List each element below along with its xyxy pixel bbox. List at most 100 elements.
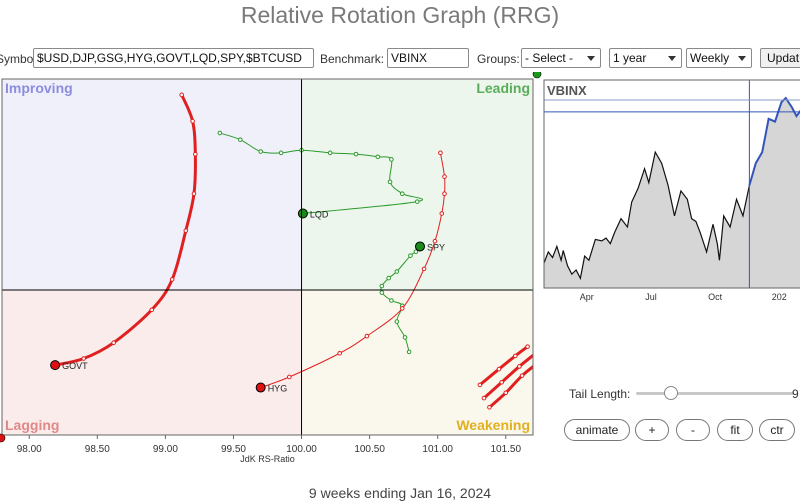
quadrant-leading [301,79,533,290]
rrg-plot[interactable]: Improving Leading Lagging Weakening LQD SPY GO… [0,72,542,464]
tail-length-slider[interactable] [636,392,794,395]
tail-point [394,269,400,274]
rrg-series-tail-5 [481,351,538,401]
tail-point [191,191,197,197]
tail-point [399,306,405,311]
tail-point [432,238,438,244]
benchmark-x-tick-label: 202 [772,292,787,302]
rrg-series-tail-4 [477,344,530,388]
tail-length-slider-thumb[interactable] [663,386,678,400]
tail-point [337,350,342,356]
tail-point [406,349,412,355]
tail-point [387,179,393,185]
x-tick-label: 101.00 [422,444,453,455]
tail-point [438,150,443,156]
tail-point [442,174,447,179]
tail-length-label: Tail Length: [569,387,631,401]
update-button[interactable]: Updat [760,48,800,68]
tail-point [386,275,391,281]
quadrant-weakening [301,289,533,435]
head-marker [255,382,266,393]
x-tick-label: 99.00 [153,444,178,455]
tail-line [487,364,533,409]
tail-point [413,249,419,255]
quadrant-label-leading: Leading [476,80,530,96]
rrg-chart-area: Improving Leading Lagging Weakening LQD SPY GO… [0,72,800,464]
tail-point [389,157,394,162]
x-tick-label: 100.50 [354,444,385,455]
quadrant-improving [2,79,302,290]
quadrant-label-improving: Improving [5,80,73,96]
tail-line [478,345,530,387]
rrg-series-lqd: LQD [217,130,424,219]
tail-point [442,191,447,197]
page-title: Relative Rotation Graph (RRG) [240,2,560,28]
tail-point [327,150,333,156]
tail-point [534,351,538,355]
benchmark-title: VBINX [547,83,587,98]
frequency-select[interactable]: Weekly [686,48,752,68]
head-marker [414,241,425,252]
tail-point [364,333,370,339]
x-tick-label: 98.00 [17,444,42,455]
quadrant-label-lagging: Lagging [5,417,59,433]
zoom-out-button[interactable]: - [676,419,710,441]
period-select[interactable]: 1 year [609,48,682,68]
groups-label: Groups: [477,52,520,66]
tail-point [477,382,483,388]
symbol-label: HYG [268,384,288,394]
rrg-series-tail-6 [487,361,541,410]
tail-point [399,191,405,197]
tail-point [237,137,243,142]
benchmark-x-tick-label: Oct [708,292,723,302]
tail-point [421,266,427,272]
benchmark-frame [543,79,800,289]
rrg-tails: LQD SPY GOVT HYG [50,92,541,410]
tail-point [487,405,492,410]
tail-point [499,379,504,385]
head-marker [297,208,308,219]
symbol-label: LQD [310,209,329,219]
plot-frame [1,78,534,436]
tail-point [169,277,175,282]
tail-point [402,335,408,340]
tail-point [481,395,487,401]
benchmark-area [544,98,800,288]
tail-length-value: 9 [792,387,799,401]
tail-point [190,118,195,124]
tail-point [179,92,185,98]
x-tick-label: 99.50 [221,444,246,455]
x-tick-label: 98.50 [85,444,110,455]
groups-select[interactable]: - Select - [521,48,601,68]
x-tick-label: 100.00 [286,444,317,455]
x-axis-title: JdK RS-Ratio [240,454,295,464]
tail-point [389,298,394,303]
tail-point [439,211,445,216]
tail-point [519,373,525,378]
symbol-label: GOVT [62,361,88,371]
tail-point [193,151,198,157]
fit-button[interactable]: fit [717,419,753,441]
tail-point [375,154,381,160]
tail-point [217,130,223,136]
tail-point [537,361,541,365]
symbol-label: SPY [427,242,445,252]
benchmark-x-tick-label: Apr [580,292,594,302]
tail-point [149,307,155,313]
animate-button[interactable]: animate [564,419,630,441]
rrg-series-spy: SPY [379,241,445,355]
tail-line [482,353,533,400]
benchmark-input[interactable]: VBINX [387,48,469,68]
tail-point [517,364,522,369]
tail-point [496,366,502,372]
tail-point [513,353,518,359]
symbols-input[interactable]: $USD,DJP,GSG,HYG,GOVT,LQD,SPY,$BTCUSD [33,48,314,68]
tail-point [379,283,385,289]
benchmark-label: Benchmark: [320,52,385,66]
toolbar: Symbols: $USD,DJP,GSG,HYG,GOVT,LQD,SPY,$… [0,48,800,72]
zoom-in-button[interactable]: + [635,419,669,441]
center-button[interactable]: ctr [759,419,795,441]
benchmark-x-tick-label: Jul [645,292,657,302]
tail-point [258,149,263,154]
tail-point [81,356,86,361]
